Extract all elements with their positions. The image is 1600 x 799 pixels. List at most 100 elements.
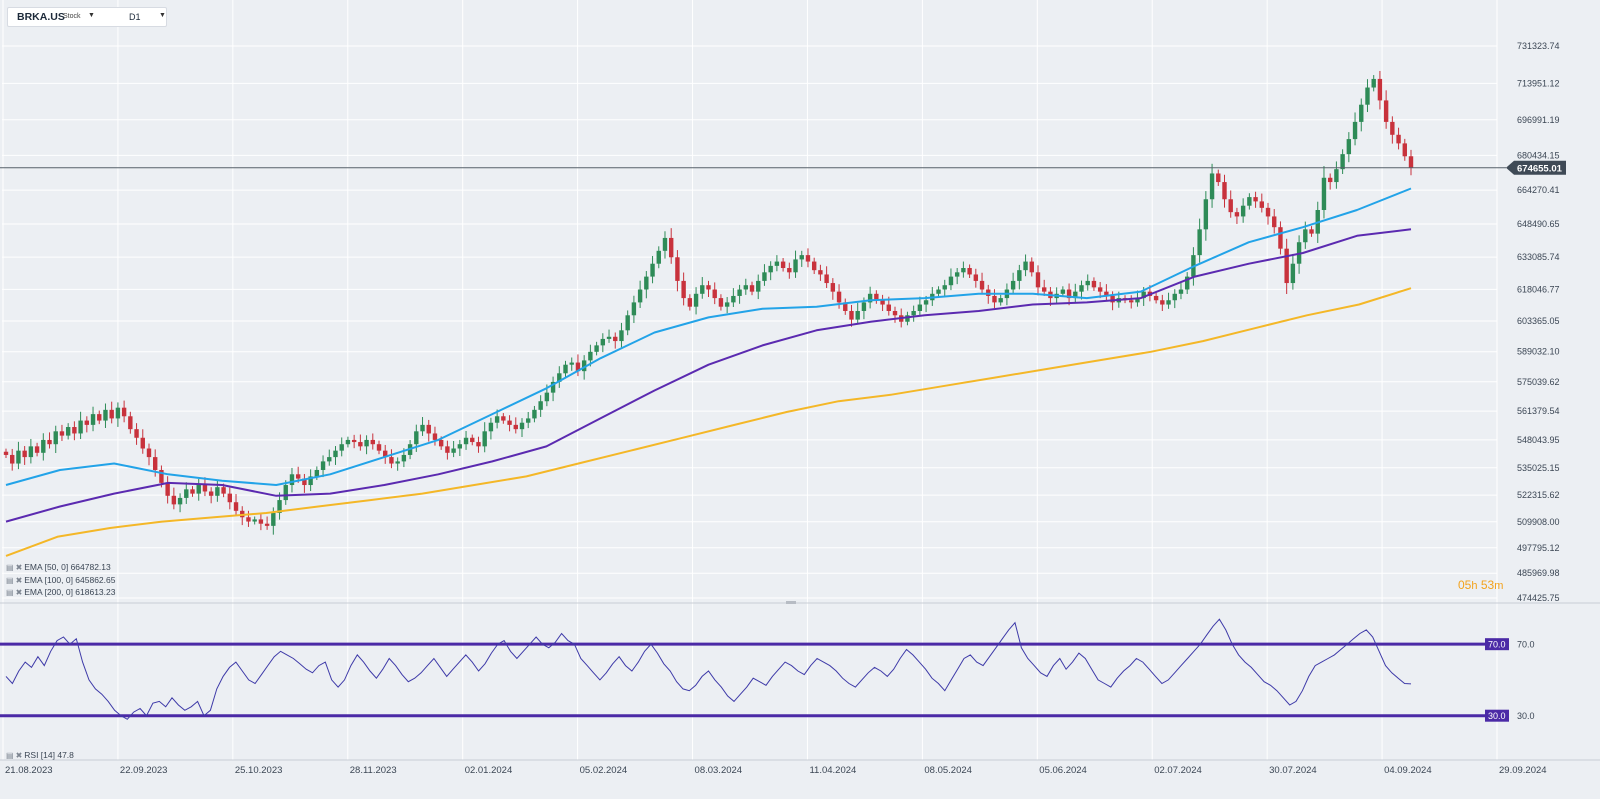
close-icon[interactable]: ✖: [15, 751, 23, 760]
candle-body: [942, 285, 947, 290]
close-icon[interactable]: ✖: [15, 563, 23, 572]
caret-down-icon[interactable]: ▼: [159, 12, 166, 19]
candle-body: [867, 293, 873, 303]
settings-icon[interactable]: ▤: [6, 563, 14, 572]
candle-body: [476, 442, 481, 447]
candle-body: [445, 446, 450, 453]
candle-body: [1085, 280, 1090, 286]
settings-icon[interactable]: ▤: [6, 751, 14, 760]
candle-body: [1309, 229, 1314, 234]
candle-body: [998, 298, 1003, 303]
candle-body: [1346, 139, 1352, 155]
bar-countdown: 05h 53m: [1458, 578, 1503, 592]
candle-body: [1272, 216, 1277, 228]
x-tick-label: 25.10.2023: [235, 765, 283, 776]
candle-body: [538, 401, 543, 410]
candle-body: [830, 283, 836, 292]
candle-body: [314, 469, 320, 477]
candle-body: [818, 270, 823, 275]
caret-down-icon[interactable]: ▼: [88, 12, 95, 19]
candle-body: [289, 474, 295, 486]
candle-body: [613, 336, 618, 342]
candle-body: [470, 437, 475, 443]
candle-body: [1042, 287, 1047, 292]
y-tick-label: 603365.05: [1517, 316, 1560, 326]
timeframe-selector[interactable]: D1: [129, 12, 141, 22]
legend-ema200[interactable]: ▤ ✖ EMA [200, 0] 618613.23: [6, 587, 115, 597]
candle-body: [693, 293, 699, 307]
candle-body: [1352, 121, 1358, 140]
candle-body: [606, 336, 612, 339]
symbol-selector[interactable]: BRKA.US Stock ▼ D1 ▼: [7, 7, 167, 27]
candle-body: [202, 485, 208, 492]
y-tick-label: 548043.95: [1517, 435, 1560, 445]
candle-body: [97, 414, 102, 421]
candle-body: [28, 446, 34, 458]
candle-body: [252, 519, 257, 522]
candle-body: [780, 261, 786, 269]
candle-body: [414, 431, 419, 445]
legend-rsi[interactable]: ▤ ✖ RSI [14] 47.8: [6, 750, 74, 760]
candle-body: [687, 298, 693, 307]
candle-body: [824, 274, 829, 284]
candle-body: [948, 276, 954, 286]
candle-body: [1234, 212, 1240, 217]
x-tick-label: 11.04.2024: [809, 765, 856, 776]
settings-icon[interactable]: ▤: [6, 576, 14, 585]
candle-body: [215, 487, 220, 496]
candle-body: [1365, 87, 1370, 105]
candle-body: [1172, 293, 1177, 301]
candle-body: [892, 310, 898, 316]
candle-body: [295, 474, 301, 479]
candle-body: [1253, 197, 1258, 202]
candle-body: [756, 280, 761, 292]
candle-body: [351, 439, 357, 443]
candle-body: [1247, 197, 1252, 206]
candle-body: [843, 302, 848, 311]
candle-body: [787, 268, 792, 273]
close-icon[interactable]: ✖: [15, 576, 23, 585]
y-tick-label: 589032.10: [1517, 347, 1560, 357]
candle-body: [1091, 280, 1097, 288]
x-tick-label: 08.03.2024: [695, 765, 743, 776]
candle-body: [90, 414, 96, 425]
candle-body: [1073, 291, 1078, 299]
candle-body: [650, 263, 655, 277]
x-tick-label: 04.09.2024: [1384, 765, 1432, 776]
countdown-hours-unit: h: [1471, 580, 1478, 592]
candle-body: [1023, 261, 1028, 271]
candle-body: [65, 427, 71, 436]
close-icon[interactable]: ✖: [15, 588, 23, 597]
candle-body: [59, 431, 65, 436]
x-tick-label: 22.09.2023: [120, 765, 168, 776]
candle-body: [662, 237, 668, 251]
candle-body: [457, 444, 463, 449]
legend-ema100[interactable]: ▤ ✖ EMA [100, 0] 645862.65: [6, 575, 115, 585]
rsi-level-tag-label: 30.0: [1488, 711, 1506, 721]
legend-ema50-label: EMA [50, 0] 664782.13: [24, 562, 111, 572]
y-tick-label: 474425.75: [1517, 593, 1560, 603]
candle-body: [1029, 261, 1034, 273]
candle-body: [383, 450, 388, 458]
candle-body: [961, 268, 966, 273]
candle-body: [793, 259, 798, 273]
candle-body: [724, 302, 730, 307]
y-tick-label: 680434.15: [1517, 150, 1560, 160]
legend-ema50[interactable]: ▤ ✖ EMA [50, 0] 664782.13: [6, 562, 111, 572]
candle-body: [171, 495, 177, 505]
candle-body: [1160, 300, 1165, 305]
x-tick-label: 21.08.2023: [5, 765, 53, 776]
x-tick-label: 02.07.2024: [1154, 765, 1202, 776]
pane-resize-handle: [786, 601, 796, 604]
candle-body: [1184, 276, 1190, 290]
candle-body: [1141, 291, 1146, 299]
candle-body: [855, 310, 860, 320]
settings-icon[interactable]: ▤: [6, 588, 14, 597]
candle-body: [979, 280, 985, 290]
candle-body: [488, 422, 494, 432]
rsi-level-tag: [1485, 709, 1509, 722]
x-tick-label: 29.09.2024: [1499, 765, 1547, 776]
candle-body: [283, 485, 288, 501]
